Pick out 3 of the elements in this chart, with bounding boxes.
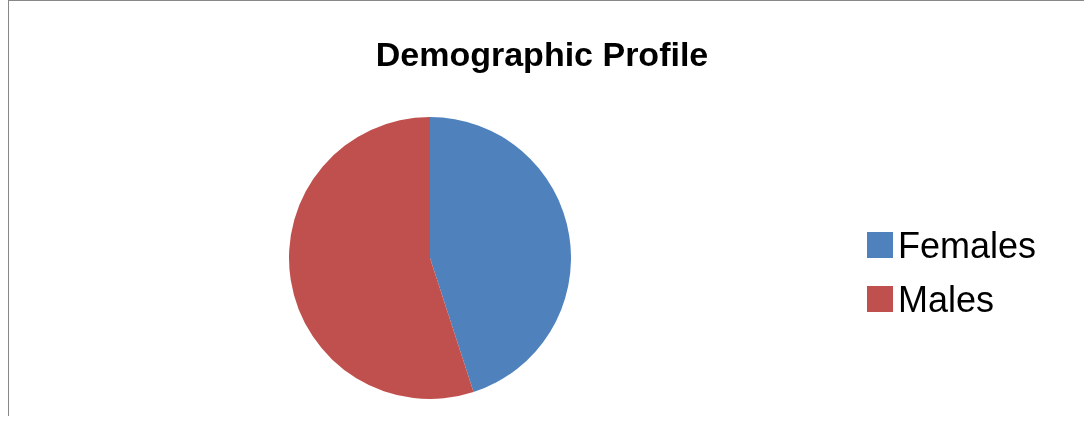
legend-label: Males <box>898 278 995 320</box>
legend-label: Females <box>898 224 1037 266</box>
chart-title: Demographic Profile <box>375 35 709 73</box>
